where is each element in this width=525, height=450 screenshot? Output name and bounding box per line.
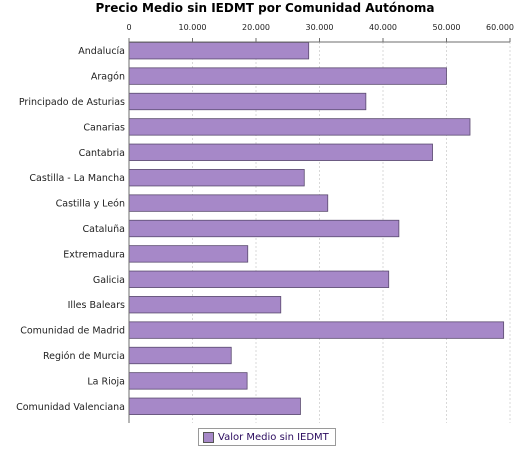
bar <box>128 296 282 314</box>
bar <box>128 42 310 60</box>
tick-label: 50.000 <box>433 23 461 32</box>
bars <box>128 42 505 415</box>
tick-label: 30.000 <box>306 23 334 32</box>
tick-label: 60.000 <box>486 23 514 32</box>
bar <box>128 245 249 263</box>
bar <box>128 270 390 288</box>
bar <box>128 169 305 187</box>
category-label: Principado de Asturias <box>19 97 125 108</box>
category-label: Canarias <box>83 122 125 133</box>
bar <box>128 346 232 365</box>
tick-label: 20.000 <box>242 23 270 32</box>
category-labels: Andalucía Aragón Principado de Asturias Can… <box>16 46 125 413</box>
legend-swatch <box>203 431 214 443</box>
category-label: Castilla - La Mancha <box>29 173 125 184</box>
chart-title: Precio Medio sin IEDMT por Comunidad Aut… <box>96 1 435 15</box>
bar <box>128 321 505 339</box>
category-label: Comunidad Valenciana <box>16 402 125 413</box>
tick-label: 0 <box>126 23 131 32</box>
x-axis-ticks: 0 10.000 20.000 30.000 40.000 50.000 60.000 <box>126 23 514 42</box>
bar <box>128 372 248 390</box>
bar <box>128 194 329 212</box>
category-label: Extremadura <box>63 249 125 260</box>
category-label: Andalucía <box>78 46 125 57</box>
category-label: Cataluña <box>82 224 125 235</box>
category-label: Castilla y León <box>56 199 125 210</box>
bar <box>128 67 447 85</box>
category-label: Galicia <box>93 275 125 286</box>
category-label: Illes Balears <box>68 300 125 311</box>
category-label: La Rioja <box>87 376 125 387</box>
bar <box>128 92 367 111</box>
bar <box>128 118 471 136</box>
bar <box>128 143 433 161</box>
category-label: Aragón <box>91 72 125 83</box>
bar <box>128 219 400 238</box>
category-label: Región de Murcia <box>43 351 125 362</box>
category-label: Comunidad de Madrid <box>20 326 125 337</box>
tick-label: 10.000 <box>179 23 207 32</box>
legend-label: Valor Medio sin IEDMT <box>218 431 329 443</box>
tick-label: 40.000 <box>369 23 397 32</box>
bar <box>128 397 301 415</box>
legend: Valor Medio sin IEDMT <box>198 428 336 446</box>
category-label: Cantabria <box>79 148 125 159</box>
